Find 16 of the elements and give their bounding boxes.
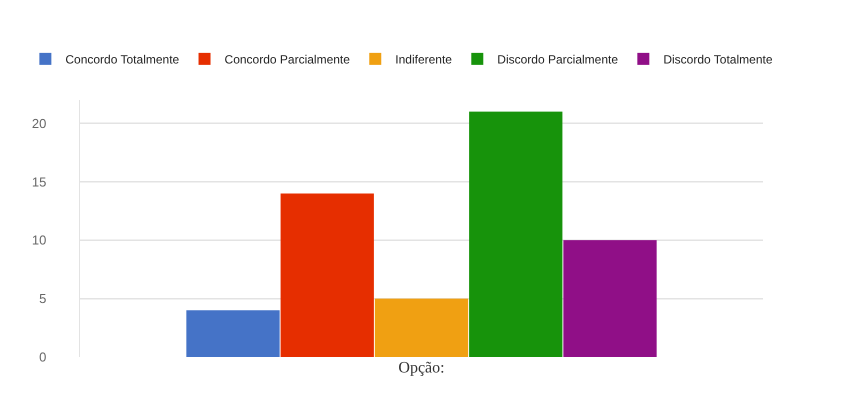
bar [469,112,562,357]
legend-label: Concordo Parcialmente [224,52,350,67]
y-tick-label: 0 [39,350,46,365]
x-axis-title: Opção: [398,360,445,377]
y-tick-label: 5 [39,291,46,306]
legend-label: Concordo Totalmente [65,52,180,67]
bar [374,298,468,357]
bar [186,310,280,357]
legend-label: Discordo Parcialmente [497,52,618,67]
bar [563,240,657,357]
y-tick-label: 15 [32,174,46,190]
y-tick-label: 10 [32,232,46,248]
bar [280,193,374,357]
y-tick-label: 20 [32,116,46,131]
legend-label: Indiferente [395,52,452,67]
legend-label: Discordo Totalmente [663,52,773,67]
